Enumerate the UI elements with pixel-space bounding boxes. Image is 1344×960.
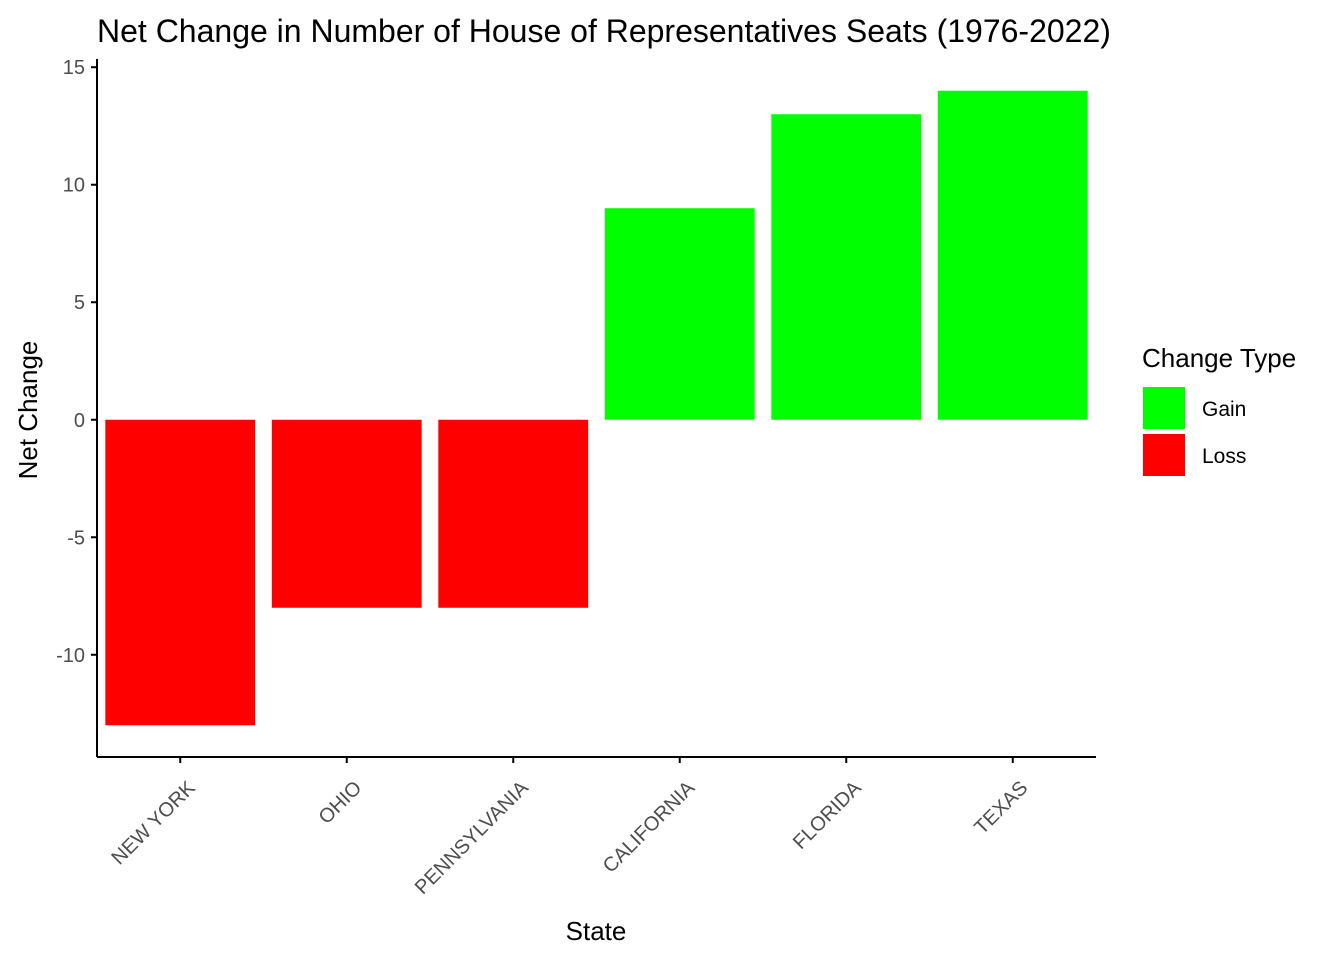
bars-group [105, 90, 1088, 726]
y-tick-label: -10 [56, 645, 85, 667]
y-tick-label: 0 [74, 410, 85, 432]
y-tick-label: 5 [74, 292, 85, 314]
bar-new-york [105, 419, 256, 726]
legend-title: Change Type [1142, 343, 1296, 373]
bar-texas [937, 90, 1088, 420]
chart-title: Net Change in Number of House of Represe… [97, 13, 1111, 49]
bar-ohio [271, 419, 422, 608]
y-tick-label: -5 [67, 527, 85, 549]
bar-california [604, 208, 755, 420]
y-tick-label: 15 [63, 57, 85, 79]
y-axis-title: Net Change [13, 341, 43, 480]
bar-pennsylvania [438, 419, 589, 608]
bar-florida [771, 114, 922, 420]
legend: Change Type Gain Loss [1142, 343, 1296, 476]
legend-label-loss: Loss [1202, 445, 1246, 468]
legend-key-gain [1143, 387, 1185, 429]
legend-key-loss [1143, 434, 1185, 476]
y-tick-label: 10 [63, 175, 85, 197]
x-axis-title: State [566, 916, 627, 946]
y-axis-ticks: -10 -5 0 5 10 15 [56, 57, 97, 667]
legend-label-gain: Gain [1202, 398, 1246, 421]
